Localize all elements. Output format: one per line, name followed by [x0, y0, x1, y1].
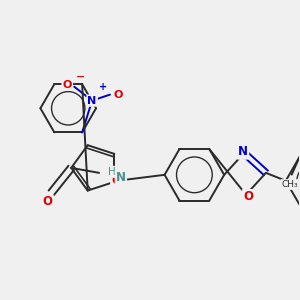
Text: CH₃: CH₃: [281, 180, 298, 189]
Text: O: O: [113, 90, 123, 100]
Text: N: N: [87, 96, 97, 106]
Text: N: N: [238, 146, 248, 158]
Text: N: N: [116, 171, 126, 184]
Text: O: O: [42, 195, 52, 208]
Text: O: O: [243, 190, 253, 203]
Text: O: O: [63, 80, 72, 90]
Text: H: H: [108, 167, 116, 177]
Text: +: +: [99, 82, 107, 92]
Text: −: −: [76, 72, 85, 82]
Text: O: O: [111, 174, 121, 188]
